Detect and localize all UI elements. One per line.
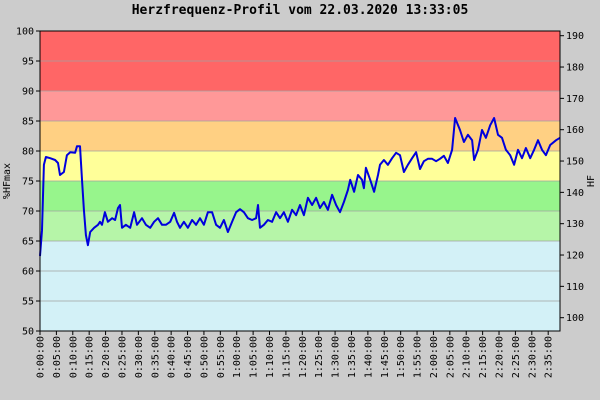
y-tick-label: 60 [22,267,34,278]
x-tick-label: 0:40:00 [167,336,178,378]
x-tick-label: 0:25:00 [117,336,128,378]
x-tick-label: 1:00:00 [232,336,243,378]
x-tick-label: 0:30:00 [134,336,145,378]
y-tick-label: 95 [22,57,34,68]
x-tick-label: 2:15:00 [478,336,489,378]
x-tick-label: 2:35:00 [544,336,555,378]
y-tick-label: 100 [16,27,34,38]
x-tick-label: 0:45:00 [183,336,194,378]
zone [40,211,560,241]
y2-tick-label: 130 [566,219,584,230]
y-tick-label: 65 [22,237,34,248]
x-tick-label: 1:40:00 [363,336,374,378]
x-tick-label: 2:25:00 [511,336,522,378]
x-tick-label: 0:35:00 [150,336,161,378]
y2-tick-label: 170 [566,94,584,105]
plot-frame [39,30,561,332]
x-tick-label: 1:45:00 [380,336,391,378]
x-tick-label: 0:15:00 [85,336,96,378]
x-tick-label: 2:00:00 [429,336,440,378]
y-tick-label: 90 [22,87,34,98]
y2-tick-label: 140 [566,188,584,199]
x-tick-label: 1:30:00 [331,336,342,378]
y-tick-label: 80 [22,147,34,158]
zone [40,151,560,181]
x-tick-label: 2:30:00 [527,336,538,378]
x-tick-label: 1:55:00 [413,336,424,378]
y2-tick-label: 180 [566,63,584,74]
x-tick-label: 0:05:00 [52,336,63,378]
heart-rate-line [39,117,561,257]
x-tick-label: 1:25:00 [314,336,325,378]
y-tick-label: 70 [22,207,34,218]
y-tick-label: 75 [22,177,34,188]
zone [40,121,560,151]
y2-tick-label: 150 [566,157,584,168]
y-tick-label: 85 [22,117,34,128]
zone [40,241,560,331]
x-tick-label: 1:20:00 [298,336,309,378]
x-tick-label: 1:05:00 [249,336,260,378]
y2-tick-label: 100 [566,313,584,324]
y2-tick-label: 120 [566,251,584,262]
x-tick-label: 1:35:00 [347,336,358,378]
y2-axis-label: HF [586,175,597,187]
x-tick-label: 2:20:00 [495,336,506,378]
x-tick-label: 0:50:00 [199,336,210,378]
x-tick-label: 1:50:00 [396,336,407,378]
y-tick-label: 55 [22,297,34,308]
x-tick-label: 2:10:00 [462,336,473,378]
x-tick-label: 2:05:00 [445,336,456,378]
zone [40,91,560,121]
y2-tick-label: 110 [566,282,584,293]
chart-title: Herzfrequenz-Profil vom 22.03.2020 13:33… [132,3,469,18]
y2-tick-label: 160 [566,125,584,136]
x-tick-label: 0:55:00 [216,336,227,378]
y-axis-label: %HFmax [2,163,13,199]
x-tick-label: 0:10:00 [68,336,79,378]
x-tick-label: 1:15:00 [281,336,292,378]
x-tick-label: 0:00:00 [36,336,47,378]
x-tick-label: 1:10:00 [265,336,276,378]
y2-tick-label: 190 [566,31,584,42]
x-tick-label: 0:20:00 [101,336,112,378]
y-tick-label: 50 [22,327,34,338]
